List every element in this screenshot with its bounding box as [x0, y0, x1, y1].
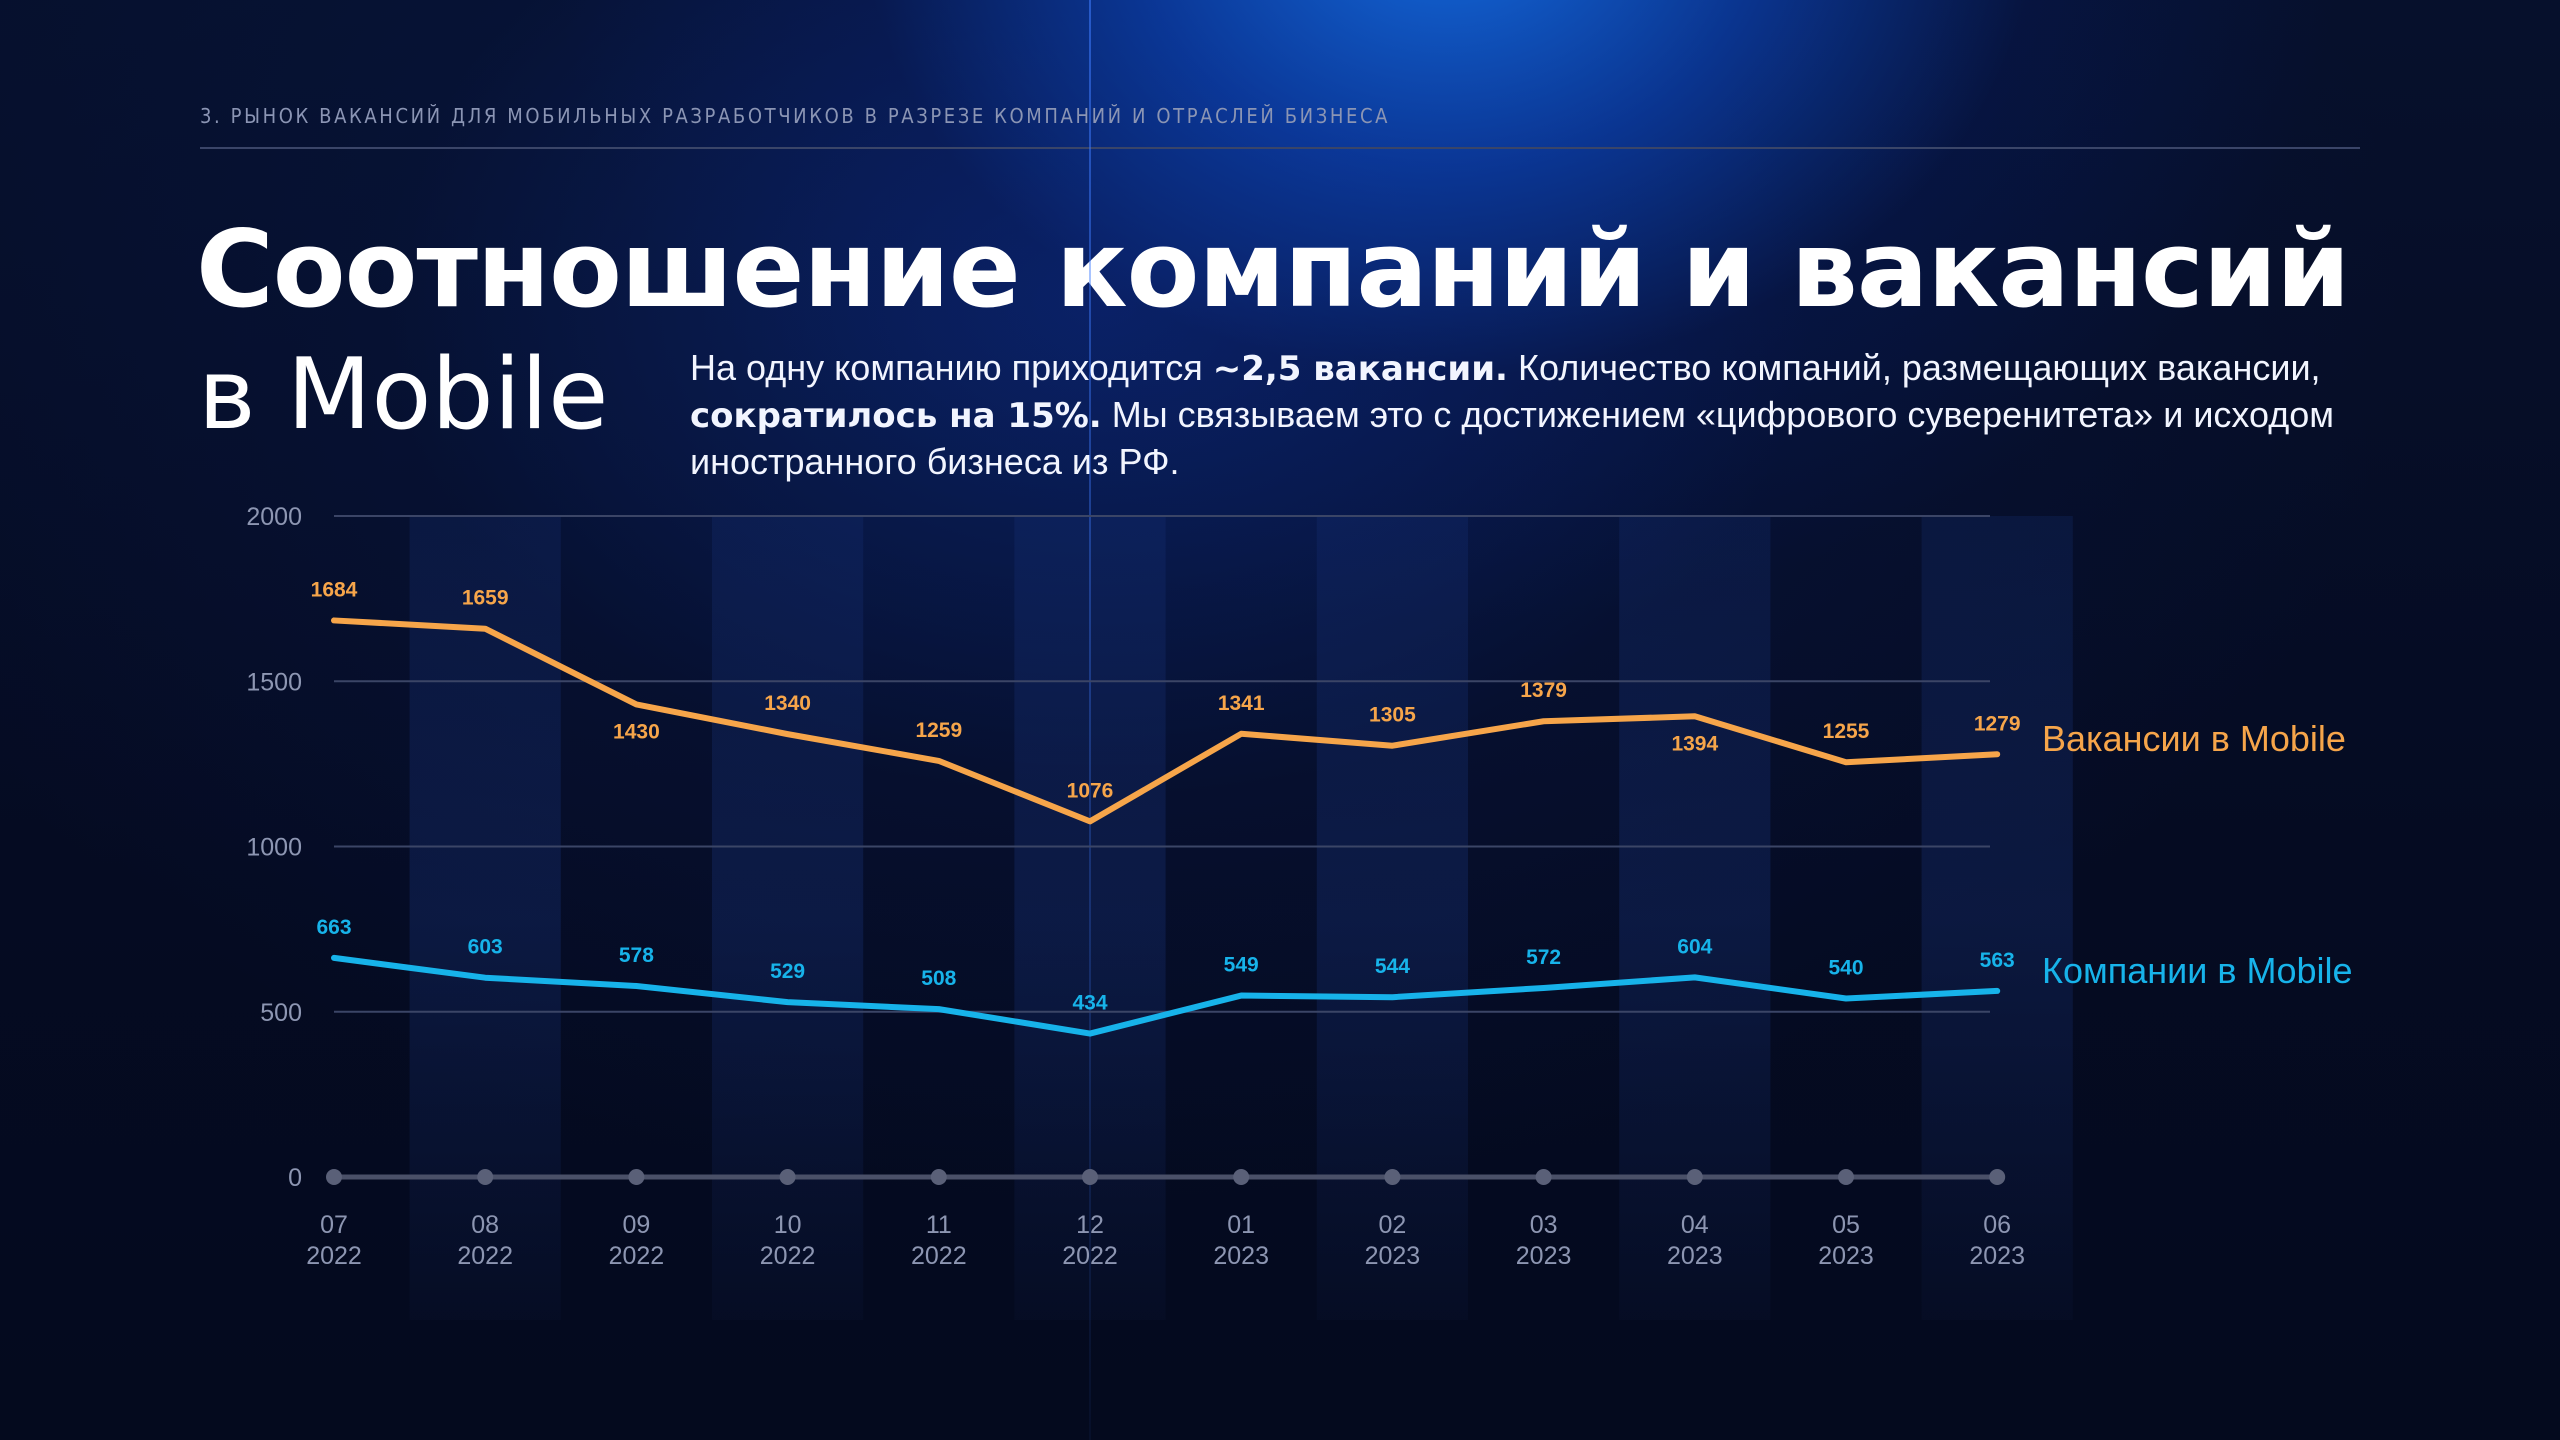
column-band [712, 516, 864, 1320]
data-label-vacancies: 1684 [311, 578, 358, 601]
data-label-companies: 540 [1828, 957, 1863, 980]
data-label-vacancies: 1379 [1520, 679, 1567, 702]
x-tick-year: 2023 [1969, 1242, 2025, 1270]
y-tick-label: 2000 [246, 503, 302, 531]
x-tick-year: 2023 [1818, 1242, 1874, 1270]
baseline-dot [1384, 1169, 1401, 1185]
data-label-companies: 508 [921, 967, 956, 990]
x-tick-month: 12 [1076, 1211, 1104, 1239]
data-labels: 1684 1659 1430 1340 1259 1076 1341 1305 1379 1394… [311, 578, 2021, 1014]
description: На одну компанию приходится ~2,5 ваканси… [690, 345, 2350, 485]
baseline-dot [1535, 1169, 1552, 1185]
description-text-1: На одну компанию приходится [690, 347, 1213, 388]
x-tick-month: 10 [774, 1211, 802, 1239]
x-tick-month: 03 [1530, 1211, 1558, 1239]
data-label-vacancies: 1305 [1369, 704, 1416, 727]
data-label-vacancies: 1259 [915, 719, 962, 742]
column-band [1619, 516, 1771, 1320]
light-ray [1089, 0, 1091, 1440]
data-label-vacancies: 1659 [462, 587, 509, 610]
x-tick-year: 2022 [306, 1242, 362, 1270]
data-label-vacancies: 1076 [1067, 779, 1114, 802]
description-text-2: Количество компаний, размещающих ваканси… [1507, 347, 2321, 388]
y-tick-label: 0 [288, 1164, 302, 1192]
y-tick-label: 1500 [246, 668, 302, 696]
description-text-3: Мы связываем это с достижением «цифровог… [690, 394, 2335, 482]
legend-companies: Компании в Mobile [2042, 950, 2353, 991]
x-tick-month: 02 [1378, 1211, 1406, 1239]
baseline-dot [1082, 1169, 1098, 1185]
x-tick-month: 01 [1227, 1211, 1255, 1239]
baseline-dot [628, 1169, 645, 1185]
x-tick-year: 2022 [609, 1242, 665, 1270]
description-bold-1: ~2,5 вакансии. [1212, 349, 1508, 389]
x-tick-month: 07 [320, 1211, 348, 1239]
x-axis: 07 2022 08 2022 09 2022 10 2022 11 2022 12 2022 01 20… [306, 1211, 2025, 1270]
x-tick-year: 2023 [1365, 1242, 1421, 1270]
column-band [409, 516, 561, 1320]
x-tick-year: 2022 [911, 1242, 967, 1270]
series-line-vacancies [331, 617, 2001, 825]
data-label-companies: 578 [619, 944, 654, 967]
column-band [1316, 516, 1468, 1320]
data-label-companies: 529 [770, 960, 805, 983]
column-band [1921, 516, 2073, 1320]
data-label-companies: 549 [1224, 954, 1259, 977]
x-tick-month: 06 [1983, 1211, 2011, 1239]
data-label-companies: 663 [316, 916, 351, 939]
baseline-dot [1989, 1169, 2006, 1185]
x-tick-year: 2023 [1667, 1242, 1723, 1270]
baseline-dot [779, 1169, 796, 1185]
data-label-vacancies: 1430 [613, 720, 660, 743]
page-title: Соотношение компаний и вакансий [196, 208, 2350, 331]
legend-vacancies: Вакансии в Mobile [2042, 718, 2346, 759]
description-bold-2: сократилось на 15%. [690, 396, 1102, 436]
data-label-vacancies: 1255 [1823, 720, 1870, 743]
data-label-companies: 604 [1677, 935, 1712, 958]
data-label-companies: 572 [1526, 946, 1561, 969]
series-line-companies [331, 954, 2001, 1037]
data-label-companies: 563 [1980, 949, 2015, 972]
x-tick-year: 2023 [1213, 1242, 1269, 1270]
x-tick-month: 05 [1832, 1211, 1860, 1239]
section-kicker: 3. Рынок вакансий для мобильных разработ… [200, 104, 1391, 128]
baseline-dot [1838, 1169, 1854, 1185]
grid-lines [326, 515, 2006, 1185]
x-tick-year: 2022 [1062, 1242, 1118, 1270]
data-label-vacancies: 1340 [764, 692, 811, 715]
x-tick-year: 2022 [760, 1242, 816, 1270]
x-tick-month: 09 [622, 1211, 650, 1239]
y-tick-label: 500 [260, 999, 302, 1027]
data-label-companies: 434 [1072, 992, 1107, 1015]
page-title-subline: в Mobile [198, 338, 609, 452]
baseline-dot [1686, 1169, 1703, 1185]
kicker-divider [200, 147, 2360, 149]
x-tick-year: 2023 [1516, 1242, 1572, 1270]
baseline-dot [930, 1169, 947, 1185]
y-axis: 0 500 1000 1500 2000 [246, 503, 302, 1192]
x-tick-year: 2022 [457, 1242, 513, 1270]
baseline-dot [477, 1169, 494, 1185]
data-label-vacancies: 1341 [1218, 692, 1265, 715]
data-label-companies: 544 [1375, 955, 1410, 978]
column-bands [409, 0, 2073, 1440]
data-label-vacancies: 1279 [1974, 712, 2021, 735]
series-group [331, 617, 2001, 1037]
data-label-vacancies: 1394 [1671, 732, 1718, 755]
x-tick-month: 11 [926, 1211, 952, 1239]
data-label-companies: 603 [468, 936, 503, 959]
x-tick-month: 08 [471, 1211, 499, 1239]
baseline-dot [1233, 1169, 1250, 1185]
y-tick-label: 1000 [246, 834, 302, 862]
baseline-dot [326, 1169, 342, 1185]
x-tick-month: 04 [1681, 1211, 1709, 1239]
